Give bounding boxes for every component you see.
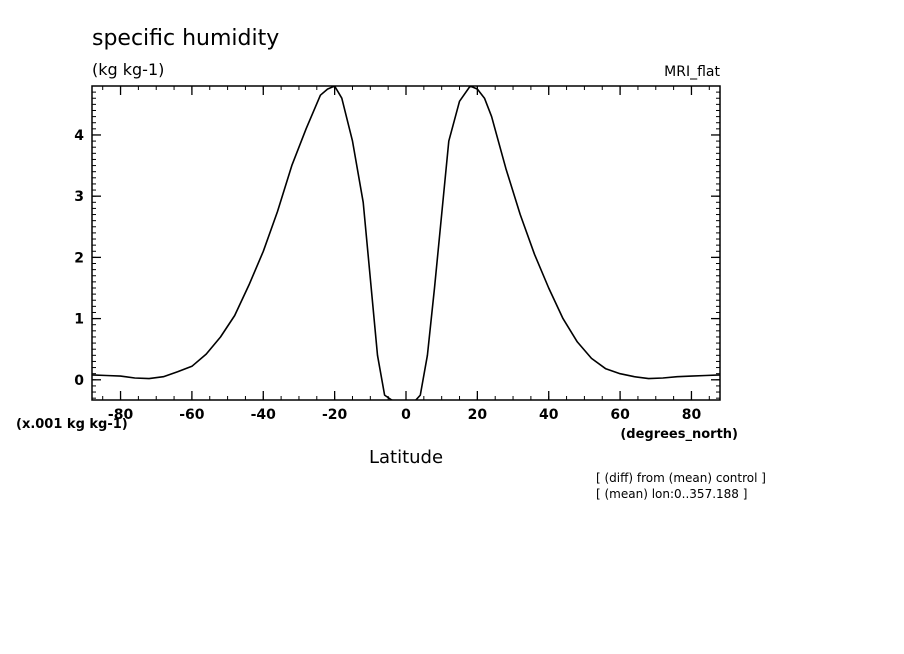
x-tick-label: -60 [179,407,205,423]
x-tick-label: 40 [539,407,559,423]
y-tick-label: 3 [74,189,84,205]
note-diff: [ (diff) from (mean) control ] [596,471,766,485]
x-tick-label: 20 [468,407,488,423]
y-tick-label: 0 [74,373,84,389]
chart-title: specific humidity [92,26,279,51]
humidity-series-line [92,86,720,400]
y-tick-label: 1 [74,312,84,328]
major-ticks [92,86,720,400]
x-axis-label: Latitude [369,447,443,468]
x-tick-label: -20 [322,407,348,423]
x-tick-labels: -80 -60 -40 -20 0 20 40 60 80 [108,407,702,423]
x-tick-label: -80 [108,407,134,423]
x-tick-label: -40 [251,407,277,423]
minor-ticks [92,86,720,400]
y-tick-label: 2 [74,250,84,266]
y-tick-label: 4 [74,128,84,144]
model-label: MRI_flat [664,64,720,80]
x-units-label: (degrees_north) [620,427,738,442]
plot-frame [91,85,721,401]
x-tick-label: 0 [401,407,411,423]
note-mean: [ (mean) lon:0..357.188 ] [596,487,747,501]
y-tick-labels: 0 1 2 3 4 [74,128,84,389]
y-scale-label: (x.001 kg kg-1) [16,417,128,432]
x-tick-label: 80 [682,407,702,423]
chart-subtitle: (kg kg-1) [92,60,164,79]
x-tick-label: 60 [610,407,630,423]
